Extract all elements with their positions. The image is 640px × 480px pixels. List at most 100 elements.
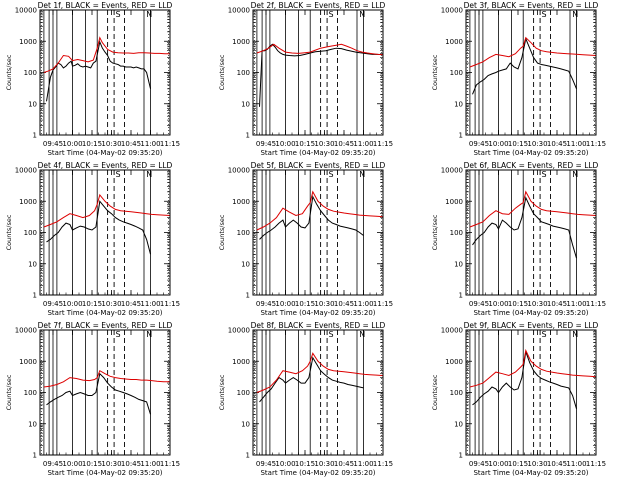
x-tick-label: 10:15	[82, 140, 102, 148]
x-tick-label: 11:00	[353, 140, 373, 148]
plot-area	[253, 330, 383, 455]
y-tick-label: 1	[246, 452, 250, 460]
segment-marker: S	[541, 170, 546, 179]
x-axis-label: Start Time (04-May-02 09:35:20)	[47, 149, 162, 157]
x-tick-label: 11:00	[140, 460, 160, 468]
x-tick-label: 10:00	[275, 140, 295, 148]
y-tick-label: 10000	[441, 327, 463, 335]
x-tick-label: 09:45	[256, 460, 276, 468]
panel-title: Det 3f, BLACK = Events, RED = LLD	[464, 1, 599, 10]
x-tick-label: 11:15	[586, 140, 606, 148]
segment-marker: S	[328, 330, 333, 339]
y-tick-label: 1000	[445, 198, 463, 206]
y-axis-label: Counts/sec	[5, 214, 13, 250]
x-tick-label: 11:15	[586, 300, 606, 308]
y-tick-label: 100	[450, 229, 463, 237]
x-tick-label: 10:00	[488, 140, 508, 148]
plot-frame	[465, 169, 597, 296]
y-tick-label: 10000	[441, 167, 463, 175]
y-tick-label: 1000	[19, 198, 37, 206]
panel-title: Det 4f, BLACK = Events, RED = LLD	[38, 161, 173, 170]
x-tick-label: 11:15	[160, 300, 180, 308]
panel-title: Det 1f, BLACK = Events, RED = LLD	[38, 1, 173, 10]
segment-marker: S	[541, 330, 546, 339]
events-series-line	[472, 196, 577, 259]
x-tick-label: 10:30	[314, 300, 334, 308]
panel-7: Det 7f, BLACK = Events, RED = LLD Counts/…	[5, 321, 180, 477]
x-axis-label: Start Time (04-May-02 09:35:20)	[260, 469, 375, 477]
x-tick-label: 11:00	[353, 460, 373, 468]
y-tick-label: 10	[28, 420, 37, 428]
y-tick-label: 10	[28, 100, 37, 108]
x-tick-label: 11:15	[160, 460, 180, 468]
y-axis-label: Counts/sec	[218, 374, 226, 410]
segment-marker: N	[359, 330, 365, 339]
events-series-line	[259, 356, 364, 403]
x-tick-label: 10:45	[121, 460, 141, 468]
y-tick-label: 10	[454, 100, 463, 108]
lld-series-line	[469, 348, 596, 388]
x-tick-label: 10:15	[82, 300, 102, 308]
x-tick-label: 11:00	[566, 140, 586, 148]
x-tick-label: 09:45	[43, 300, 63, 308]
y-tick-label: 1	[33, 292, 37, 300]
events-series-line	[46, 40, 151, 102]
panel-6: Det 6f, BLACK = Events, RED = LLD Counts/…	[431, 161, 606, 317]
lld-series-line	[43, 369, 170, 388]
x-tick-label: 10:45	[334, 460, 354, 468]
plot-area	[40, 330, 170, 455]
x-tick-label: 11:00	[566, 460, 586, 468]
events-series-line	[472, 37, 577, 95]
y-tick-label: 100	[450, 389, 463, 397]
plot-area	[466, 330, 596, 455]
y-axis-label: Counts/sec	[431, 374, 439, 410]
panel-title: Det 6f, BLACK = Events, RED = LLD	[464, 161, 599, 170]
panel-1: Det 1f, BLACK = Events, RED = LLD Counts/…	[5, 1, 180, 157]
segment-marker: N	[146, 10, 152, 19]
x-tick-label: 10:45	[334, 140, 354, 148]
x-tick-label: 10:45	[547, 140, 567, 148]
panel-title: Det 2f, BLACK = Events, RED = LLD	[251, 1, 386, 10]
y-tick-label: 100	[237, 229, 250, 237]
y-tick-label: 10	[241, 100, 250, 108]
y-axis-label: Counts/sec	[5, 54, 13, 90]
x-tick-label: 10:15	[295, 140, 315, 148]
x-tick-label: 09:45	[256, 300, 276, 308]
x-tick-label: 10:00	[62, 140, 82, 148]
y-tick-label: 1000	[19, 358, 37, 366]
x-tick-label: 09:45	[43, 140, 63, 148]
x-tick-label: 11:00	[140, 300, 160, 308]
y-tick-label: 100	[450, 69, 463, 77]
panel-title: Det 8f, BLACK = Events, RED = LLD	[251, 321, 386, 330]
y-tick-label: 10	[454, 260, 463, 268]
lld-series-line	[256, 352, 383, 393]
x-tick-label: 09:45	[469, 460, 489, 468]
lld-series-line	[256, 190, 383, 231]
x-tick-label: 10:00	[62, 300, 82, 308]
y-axis-label: Counts/sec	[431, 214, 439, 250]
plot-frame	[39, 329, 171, 456]
panel-title: Det 5f, BLACK = Events, RED = LLD	[251, 161, 386, 170]
y-tick-label: 100	[237, 389, 250, 397]
panel-title: Det 7f, BLACK = Events, RED = LLD	[38, 321, 173, 330]
x-tick-label: 10:15	[508, 460, 528, 468]
y-tick-label: 1000	[232, 198, 250, 206]
segment-marker: N	[359, 170, 365, 179]
segment-marker: S	[328, 10, 333, 19]
panel-8: Det 8f, BLACK = Events, RED = LLD Counts/…	[218, 321, 393, 477]
x-tick-label: 10:45	[547, 460, 567, 468]
y-tick-label: 1000	[445, 358, 463, 366]
y-tick-label: 1000	[19, 38, 37, 46]
y-axis-label: Counts/sec	[431, 54, 439, 90]
y-axis-label: Counts/sec	[218, 214, 226, 250]
x-axis-label: Start Time (04-May-02 09:35:20)	[260, 309, 375, 317]
plot-frame	[465, 9, 597, 136]
segment-marker: N	[572, 10, 578, 19]
lld-series-line	[469, 190, 596, 228]
segment-marker: S	[115, 170, 120, 179]
x-tick-label: 11:15	[373, 300, 393, 308]
x-tick-label: 11:15	[373, 140, 393, 148]
x-tick-label: 10:30	[101, 140, 121, 148]
lld-series-line	[256, 43, 383, 56]
y-tick-label: 1000	[232, 358, 250, 366]
